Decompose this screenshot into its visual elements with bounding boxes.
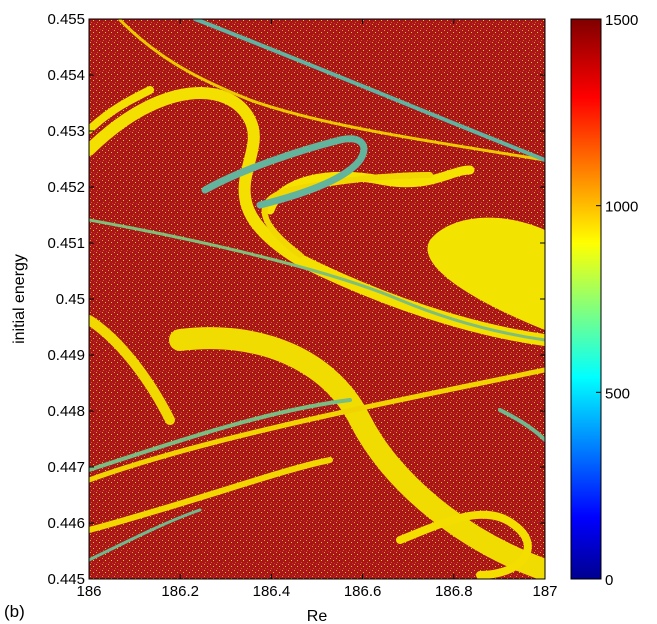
heatmap-background <box>89 19 545 579</box>
colorbar <box>570 18 602 580</box>
heatmap-structures <box>89 19 545 579</box>
x-tick-label: 186.4 <box>253 583 291 600</box>
yellow-arc-mid <box>261 172 433 258</box>
y-axis-ticks: 0.445 0.446 0.447 0.448 0.449 0.45 0.451 0.452 0… <box>47 11 545 588</box>
y-tick-label: 0.452 <box>47 179 85 196</box>
y-tick-label: 0.448 <box>47 403 85 420</box>
teal-filament-lower <box>89 398 352 472</box>
x-tick-label: 187 <box>532 583 557 600</box>
teal-filament-right <box>498 408 545 442</box>
yellow-diag-2 <box>89 457 333 533</box>
heatmap-plot <box>89 19 545 579</box>
colorbar-tick-label: 0 <box>605 572 613 589</box>
yellow-diag-3 <box>118 19 545 162</box>
yellow-left-top <box>89 86 154 134</box>
yellow-diag-1 <box>89 367 545 483</box>
y-tick-label: 0.447 <box>47 459 85 476</box>
yellow-lower-right <box>396 510 532 579</box>
y-tick-label: 0.454 <box>47 67 85 84</box>
y-tick-label: 0.455 <box>47 11 85 28</box>
y-tick-label: 0.451 <box>47 235 85 252</box>
y-axis-label: initial energy <box>11 254 28 344</box>
teal-filament-mid <box>89 218 545 342</box>
teal-filament-bottom <box>89 508 202 562</box>
colorbar-tick-label: 1500 <box>605 12 638 29</box>
colorbar-tick-label: 500 <box>605 385 630 402</box>
colorbar-tick-label: 1000 <box>605 199 638 216</box>
x-tick-label: 186.8 <box>435 583 473 600</box>
y-tick-label: 0.449 <box>47 347 85 364</box>
teal-filament-swirl <box>201 135 368 209</box>
y-tick-label: 0.445 <box>47 571 85 588</box>
x-axis-ticks: 186 186.2 186.4 186.6 186.8 187 <box>76 19 558 600</box>
x-axis-label: Re <box>307 608 328 624</box>
yellow-left-blob <box>89 315 175 425</box>
x-tick-label: 186 <box>76 583 101 600</box>
colorbar-ticks: 0 500 1000 1500 <box>596 12 638 589</box>
x-tick-label: 186.6 <box>344 583 382 600</box>
x-tick-label: 186.2 <box>161 583 199 600</box>
y-tick-label: 0.446 <box>47 515 85 532</box>
y-tick-label: 0.45 <box>56 291 85 308</box>
yellow-band-lower <box>169 327 545 579</box>
y-tick-label: 0.453 <box>47 123 85 140</box>
yellow-lobe-right <box>427 217 545 330</box>
panel-label: (b) <box>4 602 25 621</box>
teal-filament-top <box>193 19 545 162</box>
